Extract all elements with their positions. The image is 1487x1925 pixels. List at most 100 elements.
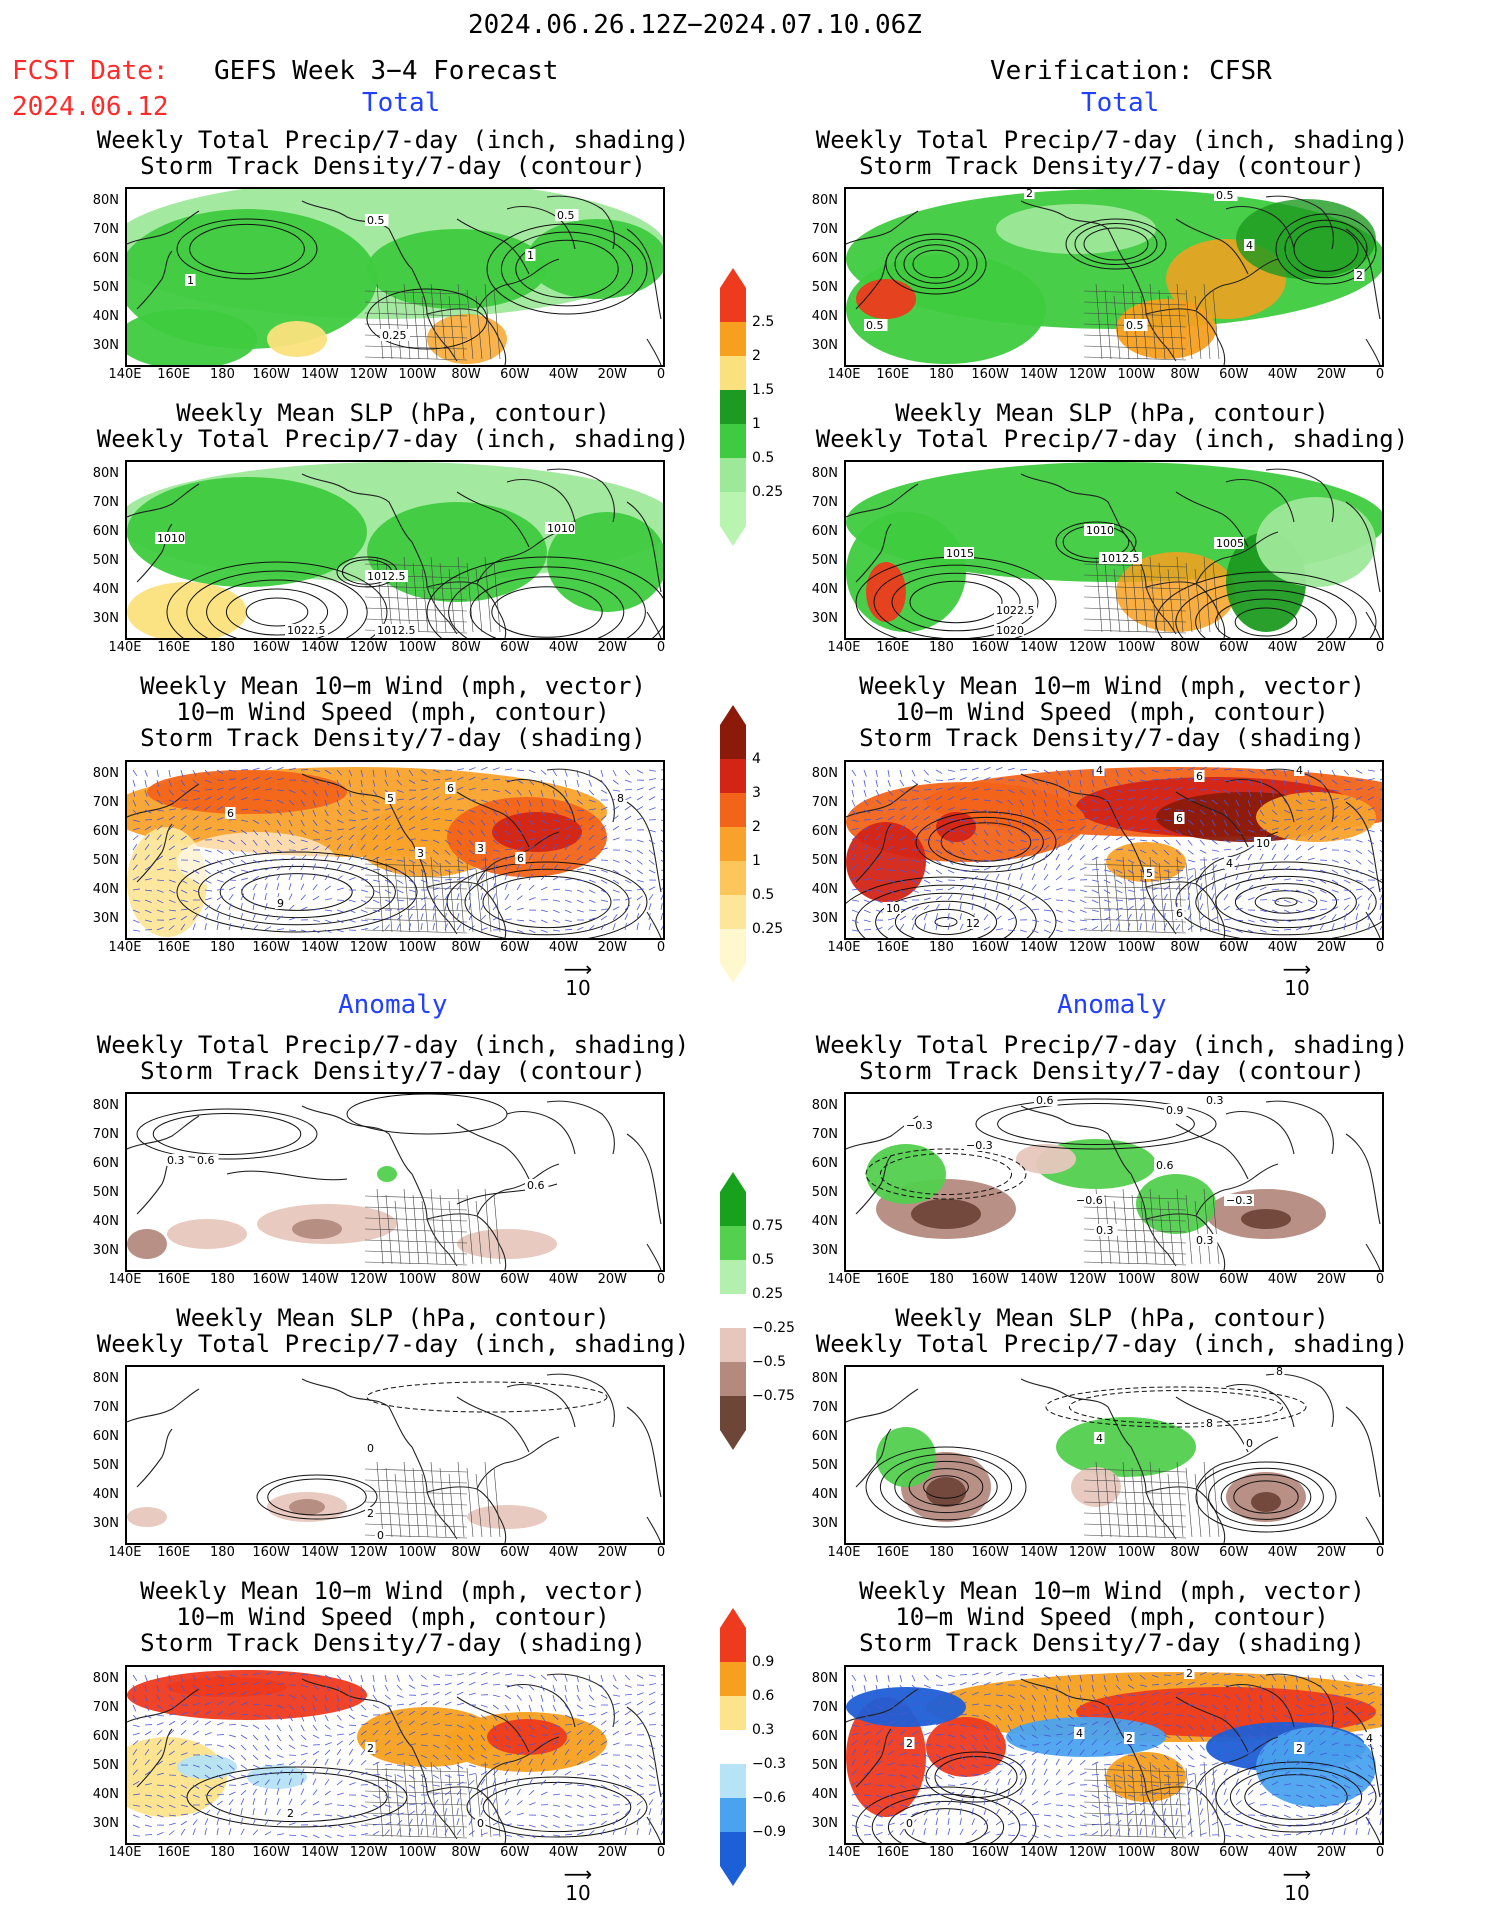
wind-vector — [851, 864, 857, 871]
wind-vector — [372, 1773, 381, 1776]
wind-vector — [240, 884, 247, 891]
lon-tick-label: 160E — [876, 940, 910, 955]
wind-vector — [1223, 1714, 1228, 1722]
wind-vector — [1067, 877, 1075, 881]
wind-vector — [228, 913, 231, 921]
wind-vector — [935, 913, 939, 921]
wind-vector — [1283, 899, 1291, 903]
wind-vector — [1235, 1744, 1244, 1747]
wind-vector — [1343, 897, 1351, 901]
state-boundary — [1083, 874, 1187, 879]
wind-vector — [300, 847, 308, 851]
wind-vector — [1283, 928, 1292, 931]
wind-vector — [324, 844, 331, 851]
contour-line — [855, 884, 1037, 938]
wind-vector — [1151, 1828, 1154, 1836]
wind-vector — [923, 789, 932, 791]
wind-vector — [396, 907, 404, 911]
wind-vector — [1163, 923, 1167, 931]
lon-tick-label: 20W — [597, 1545, 627, 1560]
wind-vector — [324, 1694, 328, 1702]
wind-vector — [1235, 1759, 1241, 1766]
lon-tick-label: 140E — [108, 640, 142, 655]
wind-vector — [552, 789, 556, 797]
wind-vector — [612, 914, 618, 921]
wind-vector — [1283, 834, 1289, 841]
wind-vector — [1091, 879, 1099, 883]
lon-tick-label: 100W — [398, 367, 437, 382]
lon-tick-label: 20W — [1316, 1545, 1346, 1560]
lat-tick-label: 80N — [92, 1098, 119, 1113]
wind-vector — [180, 789, 188, 794]
wind-vector — [360, 1804, 368, 1809]
panel8-title: Weekly Total Precip/7-day (inch, shading… — [815, 1031, 1409, 1085]
lat-tick-label: 60N — [92, 1156, 119, 1171]
wind-vector — [528, 819, 535, 826]
wind-vector — [660, 849, 663, 853]
wind-vector — [1307, 1784, 1315, 1788]
wind-vector — [1259, 1814, 1267, 1818]
wind-vector — [636, 879, 644, 883]
wind-vector — [444, 923, 448, 931]
wind-vector — [468, 809, 476, 813]
wind-vector — [1043, 779, 1049, 786]
wind-vector — [156, 909, 164, 913]
state-boundary — [421, 1200, 429, 1265]
wind-vector — [1091, 834, 1097, 841]
wind-vector — [600, 1774, 608, 1778]
wind-vector — [863, 1759, 869, 1766]
wind-vector — [1175, 1702, 1183, 1706]
shade-blob — [936, 812, 976, 842]
wind-vector — [180, 1820, 188, 1826]
wind-vector — [132, 1714, 139, 1721]
colorbar-precip-total — [720, 268, 780, 550]
wind-vector — [276, 1833, 284, 1836]
wind-vector — [444, 1764, 451, 1770]
wind-vector — [1343, 1828, 1346, 1836]
wind-vector — [564, 1804, 572, 1808]
wind-vector — [432, 879, 440, 882]
wind-vector — [1223, 1778, 1227, 1786]
wind-vector — [516, 1714, 520, 1722]
wind-vector — [588, 909, 597, 912]
wind-vector — [300, 809, 305, 817]
wind-vector — [552, 853, 558, 861]
wind-vector — [288, 809, 293, 817]
wind-vector — [1043, 1694, 1047, 1702]
wind-vector — [216, 1784, 224, 1788]
wind-vector — [600, 824, 607, 831]
state-boundary — [364, 1195, 468, 1200]
wind-vector — [252, 776, 260, 781]
coastline — [1145, 1213, 1226, 1270]
contour-line — [1155, 571, 1377, 638]
wind-vector — [1379, 1764, 1382, 1767]
wind-vector — [492, 1704, 499, 1710]
wind-vector — [959, 1828, 964, 1836]
state-boundary — [1158, 1467, 1166, 1538]
wind-vector — [1007, 1734, 1013, 1741]
wind-vector — [540, 1724, 548, 1729]
wind-vector — [923, 815, 931, 821]
wind-vector — [156, 1749, 162, 1756]
wind-vector — [528, 1674, 536, 1679]
wind-vector — [1379, 798, 1382, 801]
wind-vector — [432, 1784, 440, 1787]
lon-tick-label: 160W — [252, 640, 290, 655]
wind-vector — [935, 859, 942, 865]
wind-vector — [911, 1684, 918, 1690]
wind-vector — [1163, 796, 1171, 801]
lon-tick-label: 140E — [827, 640, 861, 655]
coastline — [456, 1696, 530, 1753]
wind-vector — [156, 899, 164, 904]
wind-vector — [1103, 924, 1109, 931]
wind-vector — [132, 1824, 140, 1828]
lon-tick-label: 20W — [597, 640, 627, 655]
wind-vector — [1271, 827, 1279, 831]
wind-vector — [360, 1832, 368, 1836]
coastline — [127, 1388, 200, 1423]
wind-vector — [252, 1744, 258, 1751]
wind-vector — [1259, 1674, 1266, 1680]
contour-line — [366, 1381, 608, 1413]
wind-vector — [935, 1784, 943, 1788]
wind-vector — [1379, 809, 1382, 811]
